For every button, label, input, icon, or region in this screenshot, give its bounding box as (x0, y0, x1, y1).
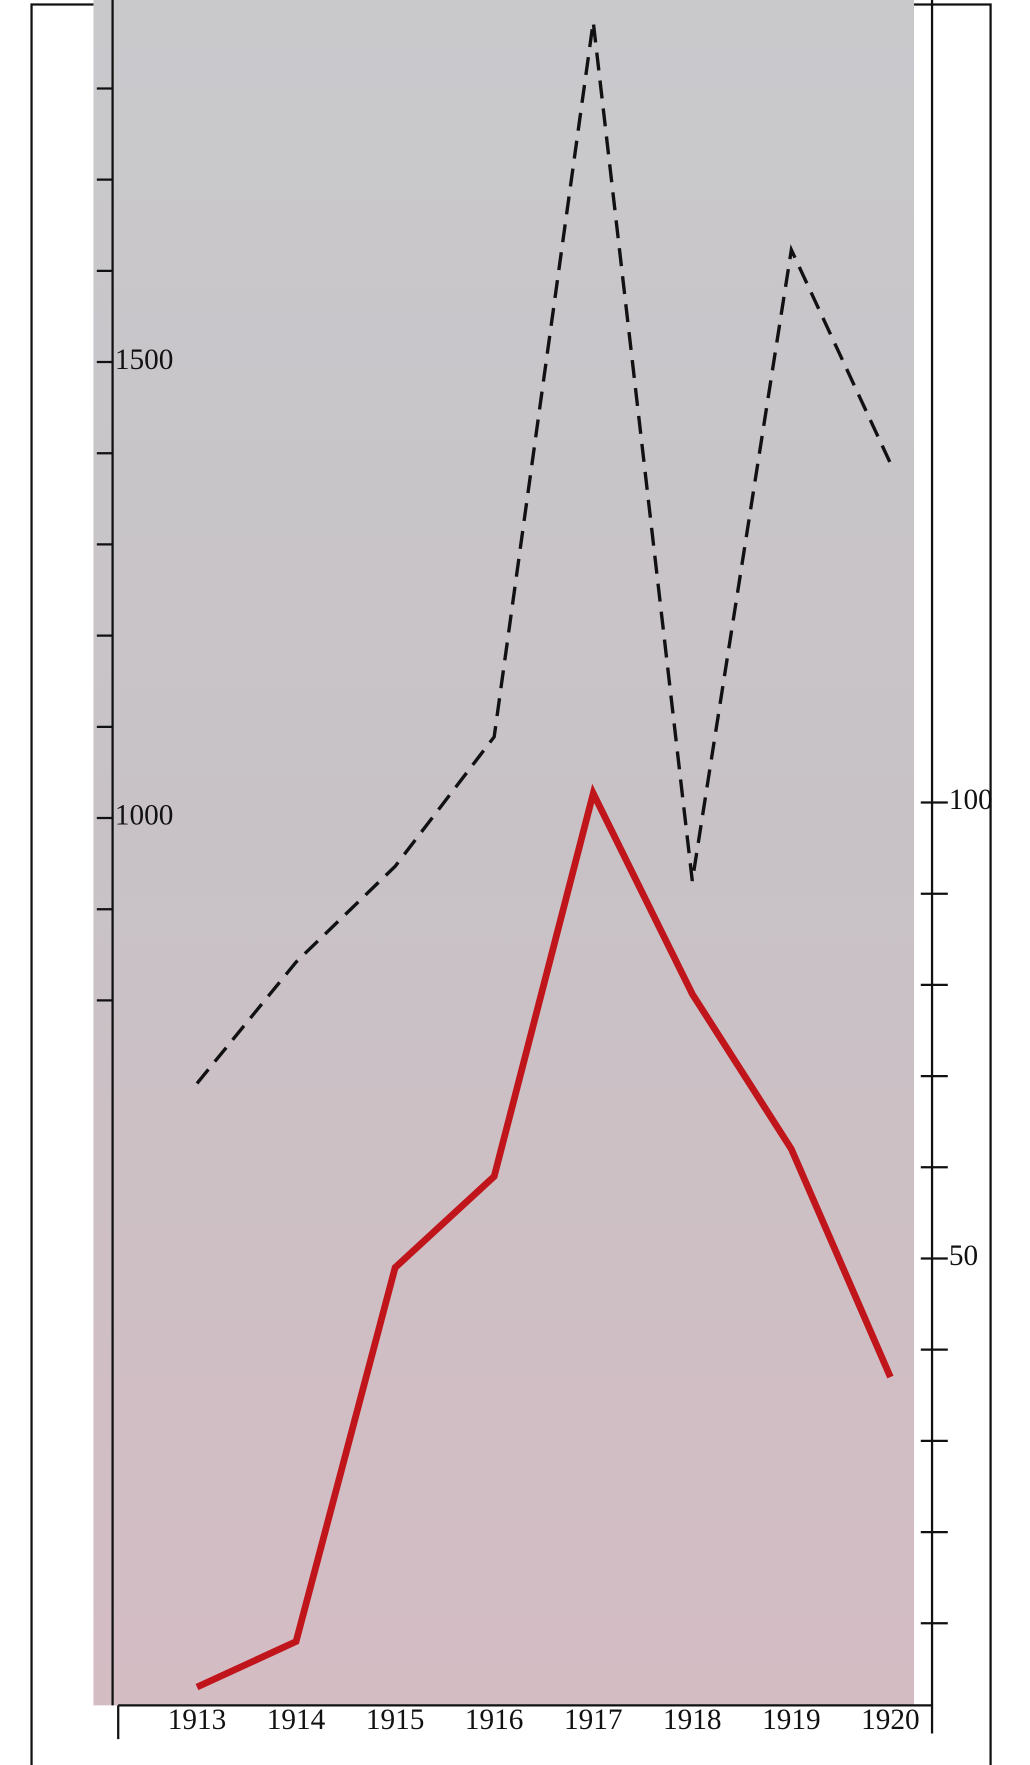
x-tick-label: 1919 (762, 1704, 820, 1736)
plot-background (93, 0, 915, 1706)
y-tick-label: 1000 (115, 800, 174, 832)
y2-tick-label: 100 (949, 784, 993, 816)
y2-tick-label: 50 (949, 1240, 978, 1272)
series-line (195, 21, 892, 1085)
x-tick-label: 1918 (663, 1704, 722, 1736)
x-tick-label: 1913 (168, 1704, 227, 1736)
x-tick-label: 1914 (267, 1704, 326, 1736)
x-tick-label: 1916 (465, 1704, 523, 1736)
y-tick-label: 1500 (115, 344, 174, 376)
x-tick-label: 1915 (366, 1704, 424, 1736)
series-line (195, 783, 894, 1691)
x-tick-label: 1917 (564, 1704, 623, 1736)
x-tick-label: 1920 (861, 1704, 920, 1736)
